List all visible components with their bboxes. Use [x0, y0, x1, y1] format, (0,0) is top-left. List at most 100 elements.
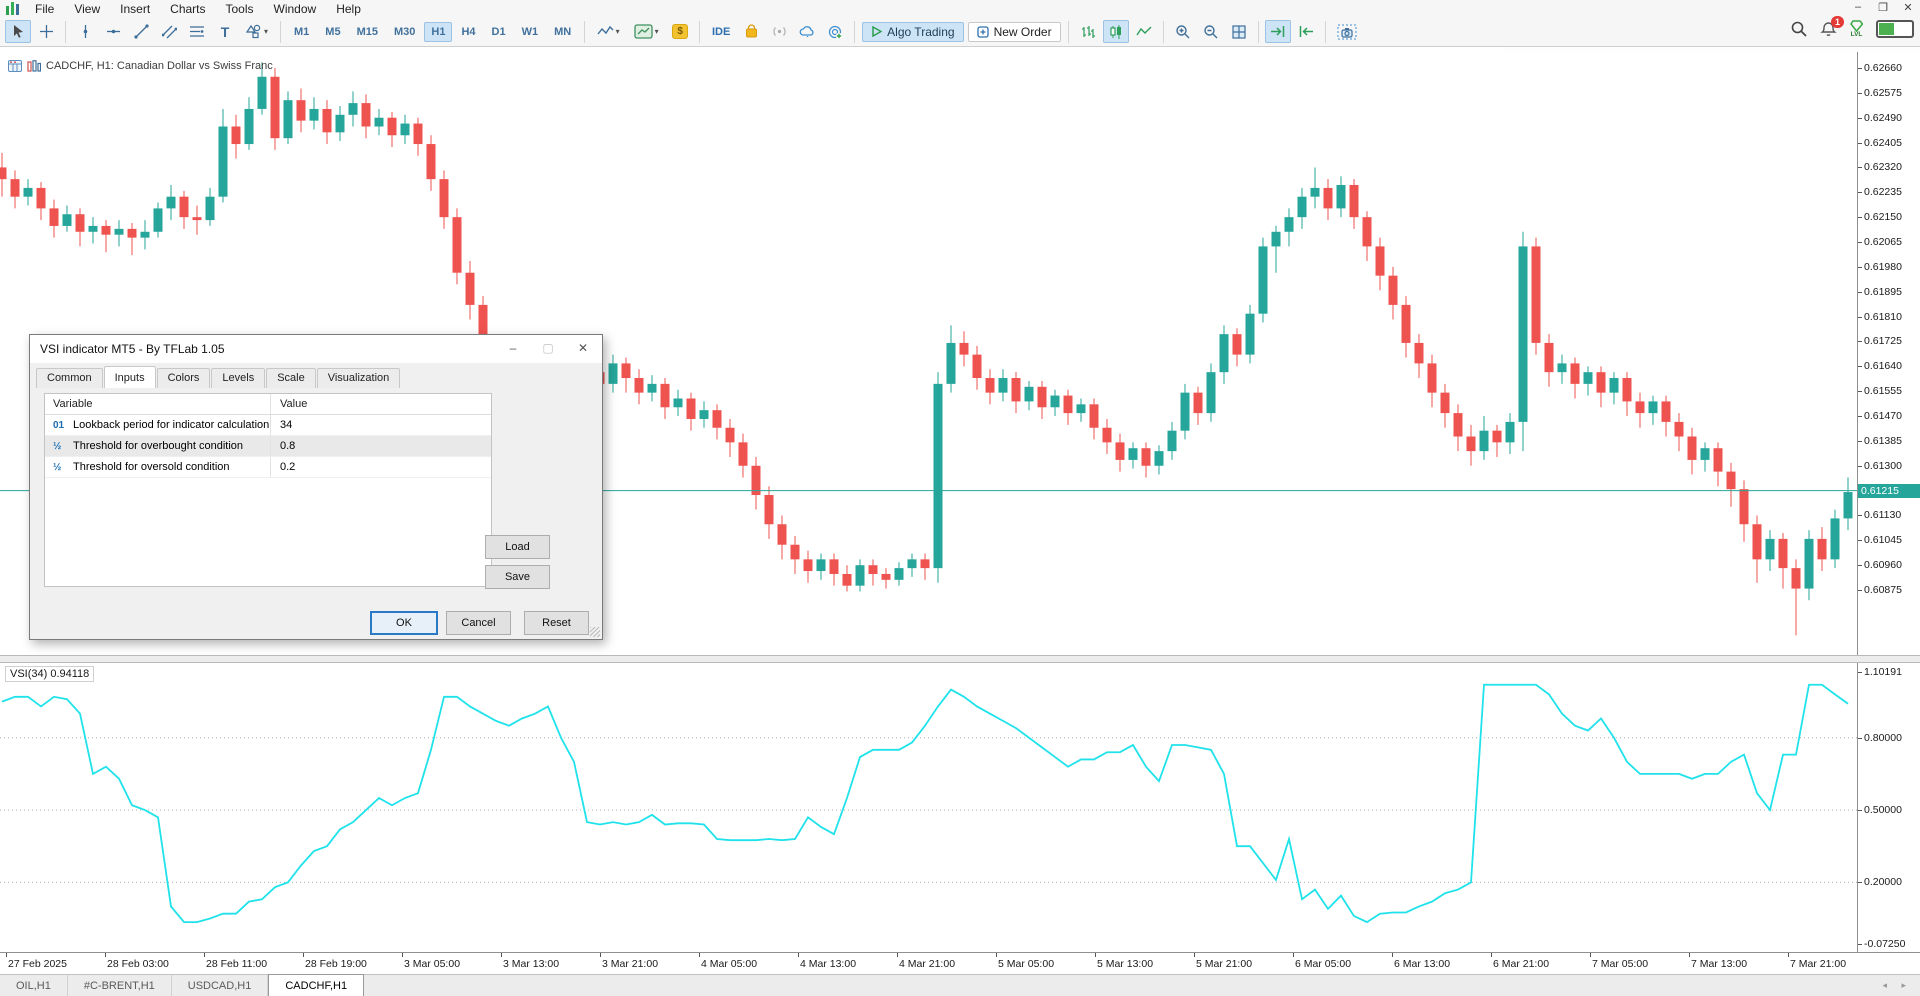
dialog-tab-visualization[interactable]: Visualization: [316, 368, 401, 388]
candlestick-mode-icon[interactable]: [1102, 20, 1129, 43]
vsi-line: [1, 683, 1849, 924]
chart-tab-cadchf-h1[interactable]: CADCHF,H1: [268, 974, 365, 996]
shapes-tool-icon[interactable]: ▾: [240, 20, 274, 43]
zoom-out-icon[interactable]: [1198, 20, 1224, 43]
candle: [1531, 237, 1541, 355]
load-button[interactable]: Load: [485, 535, 550, 559]
chart-tab--c-brent-h1[interactable]: #C-BRENT,H1: [68, 975, 172, 996]
time-label: 4 Mar 13:00: [800, 958, 857, 970]
param-value[interactable]: 34: [270, 415, 491, 435]
candle: [673, 389, 683, 417]
time-axis[interactable]: 27 Feb 2025 28 Feb 03:00 28 Feb 11:00 28 Fe…: [0, 952, 1920, 975]
cursor-tool-icon[interactable]: [5, 20, 31, 43]
input-row[interactable]: ½ Threshold for overbought condition 0.8: [45, 436, 491, 457]
panel-divider[interactable]: [0, 655, 1920, 663]
timeframe-h1[interactable]: H1: [424, 21, 453, 42]
dialog-title-bar[interactable]: VSI indicator MT5 - By TFLab 1.05 – ▢ ✕: [30, 335, 602, 363]
bar-chart-mode-icon[interactable]: [1075, 20, 1101, 43]
menu-file[interactable]: File: [35, 1, 55, 16]
candle: [660, 378, 670, 419]
cloud-icon[interactable]: [794, 20, 820, 43]
param-value[interactable]: 0.2: [270, 457, 491, 477]
timeframe-w1[interactable]: W1: [521, 25, 539, 38]
horizontal-line-tool-icon[interactable]: [100, 20, 126, 43]
price-tick: [1858, 440, 1862, 442]
market-bag-icon[interactable]: [738, 20, 764, 43]
auto-scroll-icon[interactable]: [1264, 20, 1291, 43]
dialog-tab-colors[interactable]: Colors: [156, 368, 211, 388]
vsi-indicator-panel[interactable]: [0, 662, 1857, 952]
chart-mode-icon[interactable]: ▾: [591, 20, 625, 43]
chart-shift-icon[interactable]: [1293, 20, 1319, 43]
screenshot-camera-icon[interactable]: [1332, 20, 1362, 43]
candle: [400, 114, 410, 145]
indicator-axis[interactable]: 1.10191 0.80000 0.50000 0.20000 -0.07250: [1857, 662, 1920, 952]
menu-tools[interactable]: Tools: [225, 1, 254, 16]
price-label: 0.61725: [1864, 335, 1902, 348]
price-tick: [1858, 515, 1862, 517]
dialog-tab-common[interactable]: Common: [36, 368, 103, 388]
timeframe-d1[interactable]: D1: [491, 25, 506, 38]
algo-trading-button[interactable]: Algo Trading: [862, 21, 964, 42]
timeframe-m30[interactable]: M30: [393, 25, 416, 38]
menu-window[interactable]: Window: [273, 1, 317, 16]
line-chart-mode-icon[interactable]: [1131, 20, 1157, 43]
candle: [1050, 389, 1060, 417]
vps-icon[interactable]: [822, 20, 848, 43]
candle: [998, 369, 1008, 402]
tile-windows-icon[interactable]: [1226, 20, 1252, 43]
dialog-maximize-button[interactable]: ▢: [542, 341, 554, 355]
close-button[interactable]: ✕: [1903, 2, 1913, 14]
restore-button[interactable]: ❐: [1878, 2, 1888, 14]
fibonacci-tool-icon[interactable]: [184, 20, 210, 43]
param-value[interactable]: 0.8: [270, 436, 491, 456]
chart-tab-oil-h1[interactable]: OIL,H1: [0, 975, 68, 996]
dialog-tab-inputs[interactable]: Inputs: [103, 366, 156, 388]
candle: [322, 100, 332, 145]
dialog-tab-scale[interactable]: Scale: [266, 368, 316, 388]
one-click-trading-icon[interactable]: [8, 60, 22, 72]
dialog-close-button[interactable]: ✕: [577, 341, 589, 355]
time-label: 4 Mar 21:00: [899, 958, 956, 970]
param-type-icon: ½: [53, 461, 62, 473]
minimize-button[interactable]: –: [1854, 1, 1862, 13]
text-tool-icon[interactable]: T: [220, 23, 230, 40]
channel-tool-icon[interactable]: [156, 20, 182, 43]
input-row[interactable]: ½ Threshold for oversold condition 0.2: [45, 457, 491, 478]
dialog-minimize-button[interactable]: –: [509, 341, 517, 355]
menu-help[interactable]: Help: [336, 1, 361, 16]
cancel-button[interactable]: Cancel: [446, 611, 511, 635]
menu-insert[interactable]: Insert: [120, 1, 151, 16]
reset-button[interactable]: Reset: [524, 611, 589, 635]
metaeditor-ide-icon[interactable]: IDE: [712, 25, 731, 38]
price-axis[interactable]: 0.62660 0.62575 0.62490 0.62405 0.62320 0.622…: [1857, 46, 1920, 655]
candle: [244, 97, 254, 150]
input-row[interactable]: 01 Lookback period for indicator calculat…: [45, 415, 491, 436]
indicator-template-icon[interactable]: ▾: [627, 20, 665, 43]
trendline-tool-icon[interactable]: [128, 20, 154, 43]
chart-tab-usdcad-h1[interactable]: USDCAD,H1: [172, 975, 269, 996]
save-button[interactable]: Save: [485, 565, 550, 589]
ok-button[interactable]: OK: [370, 611, 438, 635]
signals-icon[interactable]: [766, 20, 792, 43]
dialog-tab-levels[interactable]: Levels: [211, 368, 266, 388]
timeframe-m15[interactable]: M15: [356, 25, 378, 38]
timeframe-mn[interactable]: MN: [554, 25, 572, 38]
candle: [1375, 237, 1385, 291]
vertical-line-tool-icon[interactable]: [72, 20, 98, 43]
notifications-bell-icon[interactable]: 1: [1820, 15, 1844, 38]
timeframe-h4[interactable]: H4: [461, 25, 476, 38]
dialog-resize-grip[interactable]: [590, 627, 600, 637]
currency-pairs-icon[interactable]: $: [667, 20, 693, 43]
zoom-in-icon[interactable]: [1170, 20, 1196, 43]
level-icon[interactable]: LVL: [1850, 20, 1863, 39]
tab-scroll-arrows[interactable]: ◂ ▸: [1882, 980, 1912, 990]
crosshair-tool-icon[interactable]: [33, 20, 59, 43]
new-order-button[interactable]: New Order: [967, 21, 1061, 42]
search-icon[interactable]: [1791, 21, 1807, 37]
timeframe-m5[interactable]: M5: [325, 25, 341, 38]
timeframe-m1[interactable]: M1: [294, 25, 310, 38]
menu-view[interactable]: View: [74, 1, 101, 16]
depth-of-market-icon[interactable]: [27, 60, 41, 72]
menu-charts[interactable]: Charts: [170, 1, 206, 16]
